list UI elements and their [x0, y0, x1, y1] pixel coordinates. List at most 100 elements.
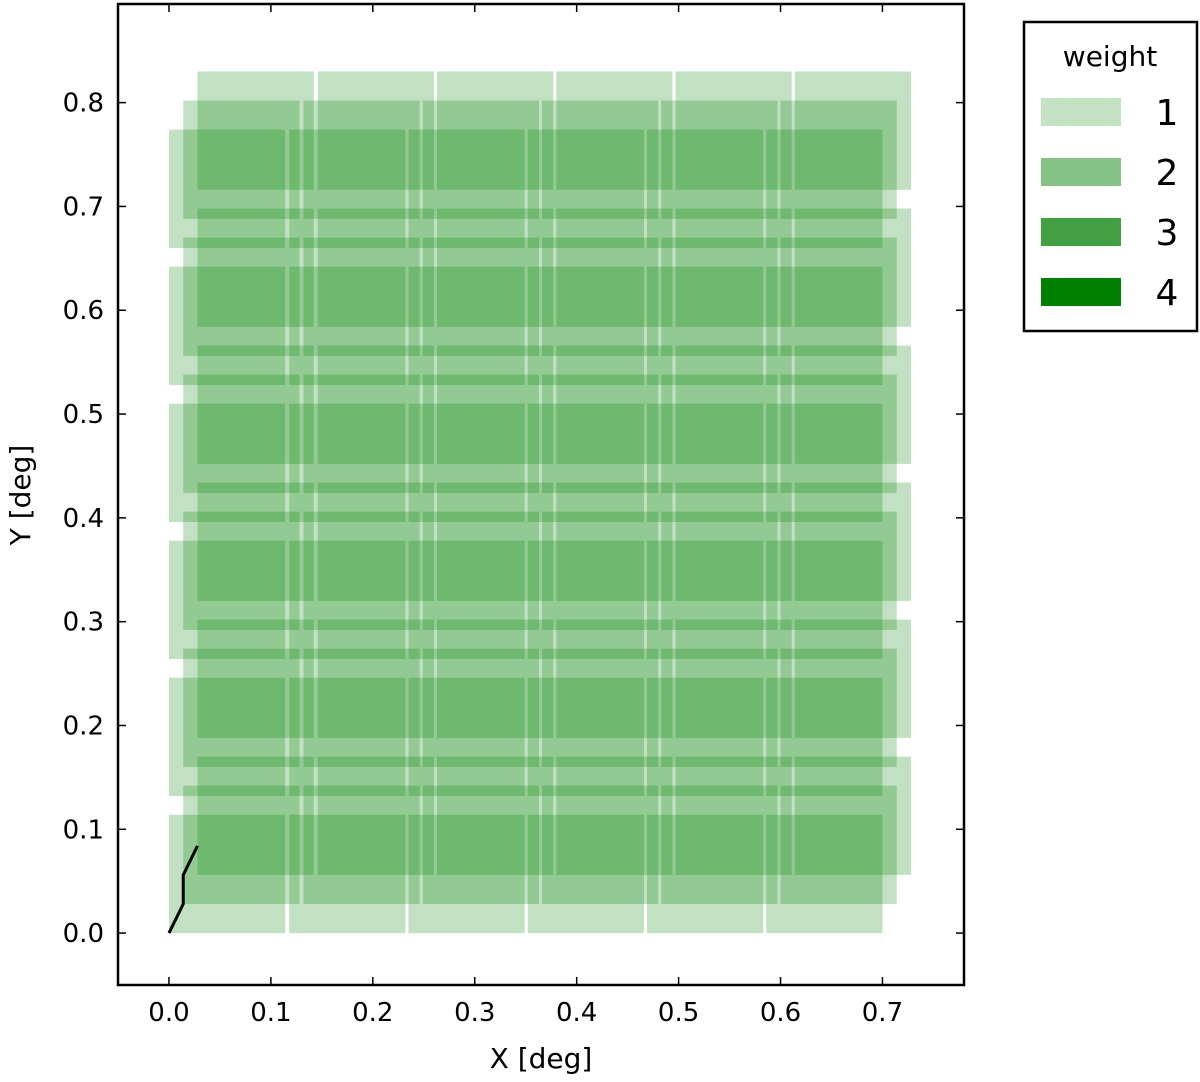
- chip-footprint: [647, 677, 764, 797]
- chip-footprint: [289, 540, 406, 660]
- chip-footprint: [437, 71, 554, 190]
- y-tick-label: 0.2: [63, 711, 104, 741]
- chip-footprint: [422, 511, 539, 630]
- chip-footprint: [437, 208, 554, 327]
- chip-footprint: [289, 266, 406, 385]
- chip-footprint: [168, 266, 286, 385]
- y-axis-label: Y [deg]: [4, 445, 37, 547]
- chip-footprint: [317, 71, 434, 190]
- chip-footprint: [437, 482, 554, 601]
- chip-footprint: [408, 129, 525, 248]
- y-tick-label: 0.8: [63, 89, 104, 119]
- x-tick-label: 0.6: [760, 998, 801, 1028]
- chip-footprint: [766, 129, 883, 248]
- chip-footprint: [647, 540, 764, 660]
- y-tick-label: 0.4: [63, 504, 104, 534]
- chip-footprint: [542, 100, 659, 219]
- chip-footprint: [197, 756, 314, 875]
- chip-footprint: [675, 756, 792, 875]
- y-axis-ticks: 0.0 0.1 0.2 0.3 0.4 0.5 0.6 0.7 0.8: [63, 89, 964, 949]
- chip-footprint: [675, 619, 792, 738]
- chip-footprint: [408, 677, 525, 797]
- chip-footprint: [303, 648, 420, 767]
- chip-footprint: [183, 100, 300, 219]
- legend-label: 2: [1156, 153, 1179, 194]
- y-tick-label: 0.3: [63, 608, 104, 638]
- chip-footprint: [527, 129, 644, 248]
- chip-footprint: [317, 482, 434, 601]
- chip-footprint: [317, 208, 434, 327]
- chip-footprint: [556, 619, 673, 738]
- chip-footprint: [168, 540, 286, 660]
- chip-footprint: [168, 814, 286, 934]
- plot-area: [167, 71, 911, 934]
- y-tick-label: 0.0: [63, 919, 104, 949]
- chip-footprint: [197, 619, 314, 738]
- chip-footprint: [317, 345, 434, 464]
- chip-footprint: [317, 756, 434, 875]
- legend-swatch: [1041, 98, 1121, 126]
- chip-footprint: [780, 237, 897, 356]
- chip-footprint: [647, 814, 764, 934]
- x-tick-label: 0.7: [862, 998, 903, 1028]
- y-tick-label: 0.6: [63, 296, 104, 326]
- chip-footprint: [647, 266, 764, 385]
- chip-footprint: [168, 129, 286, 248]
- chip-footprint: [183, 374, 300, 493]
- chip-footprint: [661, 785, 778, 905]
- chip-footprint: [766, 814, 883, 934]
- chip-footprint: [527, 814, 644, 934]
- chip-footprint: [289, 814, 406, 934]
- chip-footprint: [675, 71, 792, 190]
- legend-swatch: [1041, 218, 1121, 246]
- x-axis-ticks: 0.0 0.1 0.2 0.3 0.4 0.5 0.6 0.7: [148, 4, 903, 1028]
- chip-footprint: [527, 677, 644, 797]
- dither-path-line: [167, 845, 199, 934]
- chip-footprint: [780, 374, 897, 493]
- chip-footprint: [556, 345, 673, 464]
- chip-footprint: [556, 208, 673, 327]
- chip-footprint: [168, 403, 286, 523]
- chip-footprint: [661, 511, 778, 630]
- chip-footprint: [780, 648, 897, 767]
- chip-footprint: [766, 266, 883, 385]
- x-tick-label: 0.0: [148, 998, 189, 1028]
- chip-footprint: [303, 374, 420, 493]
- chip-footprint: [661, 374, 778, 493]
- chip-footprint: [542, 648, 659, 767]
- chip-footprint: [675, 345, 792, 464]
- chip-footprint: [542, 237, 659, 356]
- y-tick-label: 0.1: [63, 815, 104, 845]
- chip-footprint: [766, 677, 883, 797]
- chip-footprint: [197, 71, 314, 190]
- chip-footprint: [303, 785, 420, 905]
- chip-footprint: [183, 237, 300, 356]
- chip-footprint: [647, 403, 764, 523]
- chip-footprint: [794, 756, 911, 875]
- x-tick-label: 0.5: [658, 998, 699, 1028]
- chip-footprint: [766, 403, 883, 523]
- x-tick-label: 0.2: [352, 998, 393, 1028]
- chip-footprint: [675, 208, 792, 327]
- chip-footprint: [422, 785, 539, 905]
- chip-footprint: [766, 540, 883, 660]
- legend-swatch: [1041, 278, 1121, 306]
- chip-footprint: [289, 129, 406, 248]
- x-axis-label: X [deg]: [490, 1042, 593, 1075]
- legend-label: 4: [1156, 273, 1179, 314]
- chip-footprint: [794, 482, 911, 601]
- chip-footprint: [408, 266, 525, 385]
- legend-swatch: [1041, 158, 1121, 186]
- chip-footprint: [675, 482, 792, 601]
- chip-footprint: [408, 403, 525, 523]
- chip-footprint: [422, 100, 539, 219]
- chip-footprint: [437, 345, 554, 464]
- chip-footprint: [780, 100, 897, 219]
- chip-footprint: [661, 100, 778, 219]
- chip-footprint: [794, 208, 911, 327]
- chip-footprint: [527, 540, 644, 660]
- chip-footprint: [527, 266, 644, 385]
- y-tick-label: 0.7: [63, 192, 104, 222]
- chip-footprint: [408, 540, 525, 660]
